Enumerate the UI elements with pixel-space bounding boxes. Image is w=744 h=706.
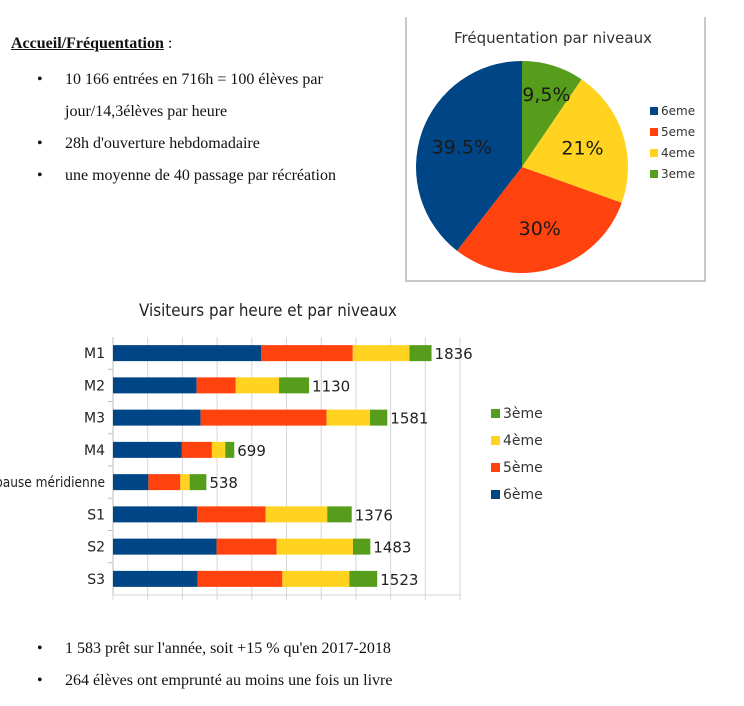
bar-legend-label: 5ème <box>503 460 543 476</box>
section-heading-colon: : <box>163 35 173 52</box>
bar-segment-3eme <box>352 538 371 555</box>
bar-segment-4eme <box>180 474 190 491</box>
bar-segment-5eme <box>216 538 277 555</box>
bar-segment-5eme <box>148 474 181 491</box>
pie-label-5eme: 30% <box>519 218 561 240</box>
bar-segment-6eme <box>113 538 217 555</box>
bar-segments <box>113 345 432 587</box>
bar-legend-swatch <box>491 436 500 445</box>
pie-slice-3eme <box>522 61 582 167</box>
bar-segment-3eme <box>349 570 378 587</box>
bar-total-label: 1483 <box>373 539 411 557</box>
pie-legend-label-4eme: 4eme <box>661 146 695 160</box>
bullet-item: 264 élèves ont emprunté au moins une foi… <box>0 665 545 697</box>
bar-segment-5eme <box>200 409 327 426</box>
section-heading: Accueil/Fréquentation : <box>11 35 172 53</box>
bar-segment-4eme <box>276 538 353 555</box>
bar-segment-3eme <box>409 345 432 362</box>
bar-legend: 3ème 4ème 5ème 6ème <box>491 406 543 503</box>
bar-segment-6eme <box>113 441 182 458</box>
bar-segment-3eme <box>327 506 352 523</box>
pie-legend-swatch-3eme <box>650 170 658 178</box>
bar-segment-5eme <box>196 377 236 394</box>
section-heading-title: Accueil/Fréquentation <box>11 35 164 52</box>
bar-total-label: 538 <box>209 474 238 492</box>
category-label: S3 <box>87 572 105 588</box>
bar-segment-5eme <box>261 345 353 362</box>
bar-category-labels: M1 M2 M3 M4 pause méridienne S1 S2 S3 <box>0 346 105 588</box>
bar-segment-5eme <box>181 441 212 458</box>
bar-legend-label: 6ème <box>503 487 543 503</box>
bullet-item: 10 166 entrées en 716h = 100 élèves par … <box>0 64 395 128</box>
pie-slice-6eme <box>416 60 522 251</box>
pie-labels: 9,5% 21% 30% 39.5% <box>432 84 604 240</box>
pie-label-6eme: 39.5% <box>432 136 492 158</box>
bullet-item: 1 583 prêt sur l'année, soit +15 % qu'en… <box>0 633 545 665</box>
bar-total-label: 1581 <box>390 410 428 428</box>
bullet-item: une moyenne de 40 passage par récréation <box>0 160 395 192</box>
pie-legend-label-5eme: 5eme <box>661 125 695 139</box>
top-bullet-list: 10 166 entrées en 716h = 100 élèves par … <box>0 64 395 192</box>
pie-legend-label-3eme: 3eme <box>661 167 695 181</box>
bar-total-label: 1376 <box>355 506 393 524</box>
bar-segment-6eme <box>113 377 197 394</box>
bar-legend-swatch <box>491 409 500 418</box>
bottom-bullet-list: 1 583 prêt sur l'année, soit +15 % qu'en… <box>0 633 560 697</box>
pie-legend-swatch-6eme <box>650 107 658 115</box>
pie-slice-4eme <box>522 79 628 203</box>
bar-legend-label: 3ème <box>503 406 543 422</box>
bar-segment-4eme <box>211 441 226 458</box>
bar-segment-6eme <box>113 474 149 491</box>
bar-segment-5eme <box>196 506 266 523</box>
bar-legend-swatch <box>491 490 500 499</box>
bar-segment-6eme <box>113 570 198 587</box>
bar-segment-6eme <box>113 345 262 362</box>
bar-total-label: 1836 <box>435 345 473 363</box>
bar-segment-6eme <box>113 409 201 426</box>
pie-legend-label-6eme: 6eme <box>661 104 695 118</box>
category-label: S2 <box>87 540 105 556</box>
pie-chart: Fréquentation par niveaux 9,5% 21% 30% 39.5… <box>416 29 695 273</box>
bar-legend-swatch <box>491 463 500 472</box>
bar-total-label: 699 <box>237 442 266 460</box>
pie-slices <box>416 60 628 273</box>
bar-grid <box>108 337 461 600</box>
bar-segment-5eme <box>197 570 283 587</box>
bar-legend-label: 4ème <box>503 433 543 449</box>
category-label: S1 <box>87 507 105 523</box>
pie-label-4eme: 21% <box>561 137 603 159</box>
bar-segment-3eme <box>279 377 310 394</box>
bar-segment-3eme <box>189 474 207 491</box>
pie-legend: 6eme 5eme 4eme 3eme <box>650 104 695 181</box>
pie-slice-5eme <box>457 167 622 273</box>
bar-segment-3eme <box>369 409 388 426</box>
category-label: M4 <box>84 443 105 459</box>
bar-segment-4eme <box>282 570 350 587</box>
pie-label-3eme: 9,5% <box>522 84 570 106</box>
bar-total-label: 1130 <box>312 377 350 395</box>
pie-chart-frame <box>405 17 706 282</box>
bar-segment-6eme <box>113 506 197 523</box>
bar-segment-4eme <box>352 345 410 362</box>
bar-segment-4eme <box>326 409 370 426</box>
bullet-item: 28h d'ouverture hebdomadaire <box>0 128 395 160</box>
bar-segment-4eme <box>235 377 280 394</box>
category-label: M1 <box>84 346 105 362</box>
category-label: M2 <box>84 378 105 394</box>
pie-legend-swatch-5eme <box>650 128 658 136</box>
bar-total-labels: 1836 1130 1581 699 538 1376 1483 1523 <box>209 345 472 589</box>
bar-segment-4eme <box>265 506 328 523</box>
category-label: M3 <box>84 411 105 427</box>
bar-chart-title: Visiteurs par heure et par niveaux <box>139 301 397 321</box>
category-label: pause méridienne <box>0 475 105 491</box>
bar-segment-3eme <box>225 441 235 458</box>
bar-total-label: 1523 <box>380 571 418 589</box>
pie-legend-swatch-4eme <box>650 149 658 157</box>
pie-chart-title: Fréquentation par niveaux <box>454 29 652 47</box>
